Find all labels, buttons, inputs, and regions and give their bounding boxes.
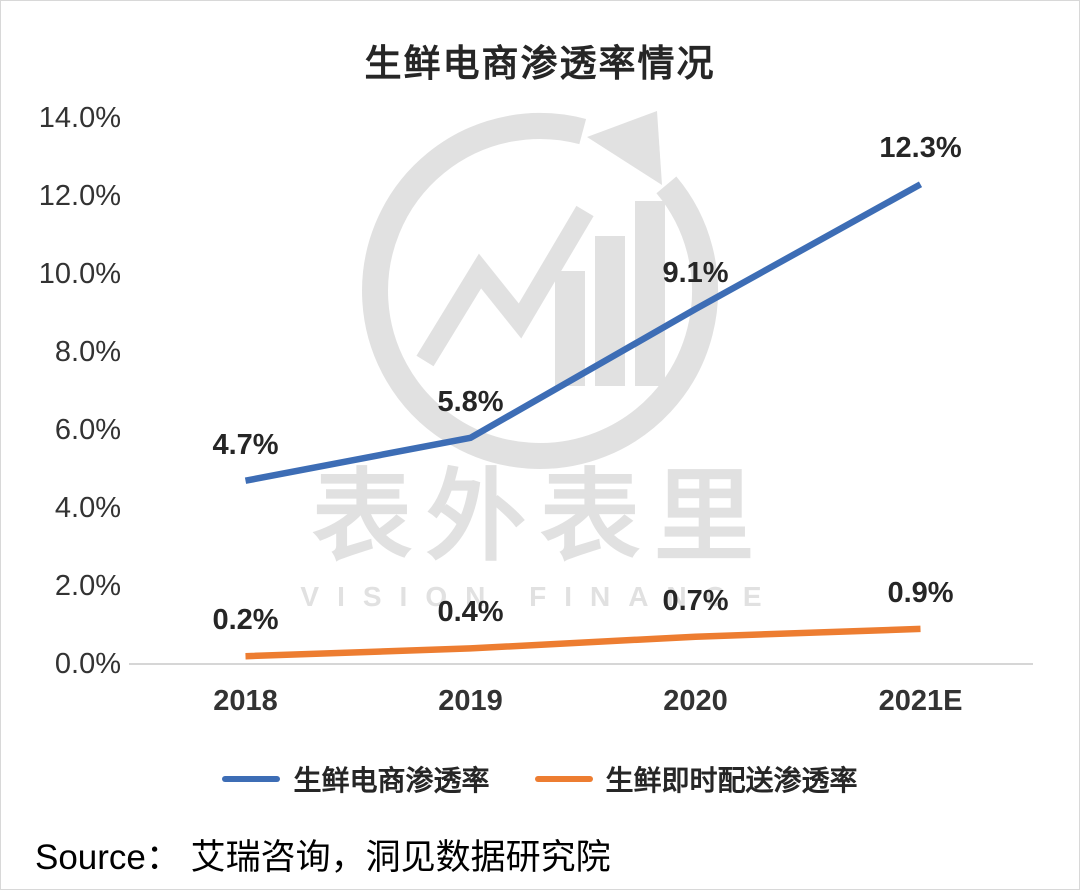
legend-item: 生鲜即时配送渗透率 (534, 759, 858, 799)
y-tick-label: 12.0% (38, 180, 121, 212)
y-tick-label: 6.0% (54, 414, 121, 446)
data-label: 9.1% (662, 257, 729, 290)
data-label: 5.8% (437, 385, 504, 418)
series-line-1 (245, 625, 921, 660)
x-tick-label: 2019 (438, 685, 503, 717)
data-label: 0.7% (662, 584, 729, 617)
legend-line-swatch (534, 776, 593, 782)
legend-item: 生鲜电商渗透率 (222, 759, 490, 799)
chart-title: 生鲜电商渗透率情况 (364, 43, 716, 84)
y-tick-label: 0.0% (54, 648, 121, 680)
y-tick-label: 8.0% (54, 336, 121, 368)
data-label: 0.2% (212, 604, 279, 637)
x-tick-label: 2021E (878, 685, 963, 717)
data-label: 0.9% (887, 576, 954, 609)
data-label: 12.3% (879, 132, 962, 165)
y-tick-label: 14.0% (38, 102, 121, 134)
x-tick-label: 2020 (663, 685, 728, 717)
legend-line-swatch (222, 776, 281, 782)
data-label: 4.7% (212, 428, 279, 461)
legend: 生鲜电商渗透率 生鲜即时配送渗透率 (1, 759, 1079, 799)
series-line-0 (244, 181, 923, 484)
legend-label: 生鲜即时配送渗透率 (605, 765, 858, 796)
y-tick-label: 4.0% (54, 492, 121, 524)
y-tick-label: 10.0% (38, 258, 121, 290)
y-tick-label: 2.0% (54, 570, 121, 602)
source-note: Source： 艾瑞咨询，洞见数据研究院 (35, 838, 611, 877)
data-label: 0.4% (437, 596, 504, 629)
x-tick-label: 2018 (213, 685, 278, 717)
legend-label: 生鲜电商渗透率 (293, 765, 490, 796)
